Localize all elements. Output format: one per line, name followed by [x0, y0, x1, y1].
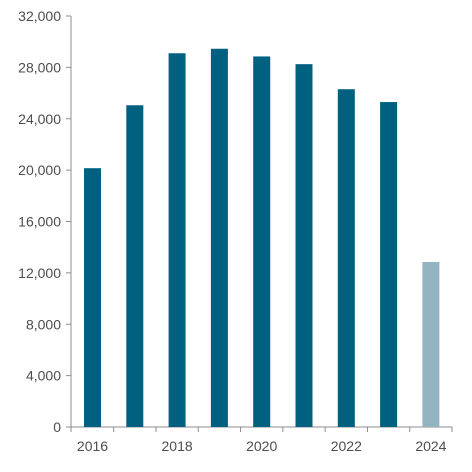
y-tick-label: 4,000 [26, 368, 61, 384]
y-tick-label: 12,000 [18, 265, 61, 281]
bar-2019 [210, 48, 228, 428]
y-tick-label: 20,000 [18, 162, 61, 178]
bar-2016 [84, 168, 101, 428]
y-tick-label: 16,000 [18, 214, 61, 230]
bars [84, 48, 440, 428]
bar-2024 [422, 261, 440, 427]
x-tick-label: 2016 [77, 438, 108, 454]
y-axis: 0 4,000 8,000 12,000 16,000 20,000 24,000 28,00… [18, 8, 72, 435]
x-axis: 2016 2018 2020 2022 2024 [70, 426, 453, 454]
bar-2021 [295, 64, 313, 427]
bar-2018 [168, 53, 186, 427]
bar-2023 [380, 102, 398, 427]
bar-2020 [253, 56, 271, 427]
y-tick-label: 24,000 [18, 111, 61, 127]
y-tick-label: 0 [53, 419, 61, 435]
bar-2022 [337, 89, 355, 427]
x-tick-label: 2022 [331, 438, 362, 454]
x-tick-label: 2018 [162, 438, 193, 454]
y-tick-label: 28,000 [18, 59, 61, 75]
y-tick-label: 8,000 [26, 316, 61, 332]
bar-2017 [126, 105, 144, 427]
y-tick-label: 32,000 [18, 8, 61, 24]
x-tick-label: 2020 [246, 438, 277, 454]
x-tick-label: 2024 [415, 438, 446, 454]
